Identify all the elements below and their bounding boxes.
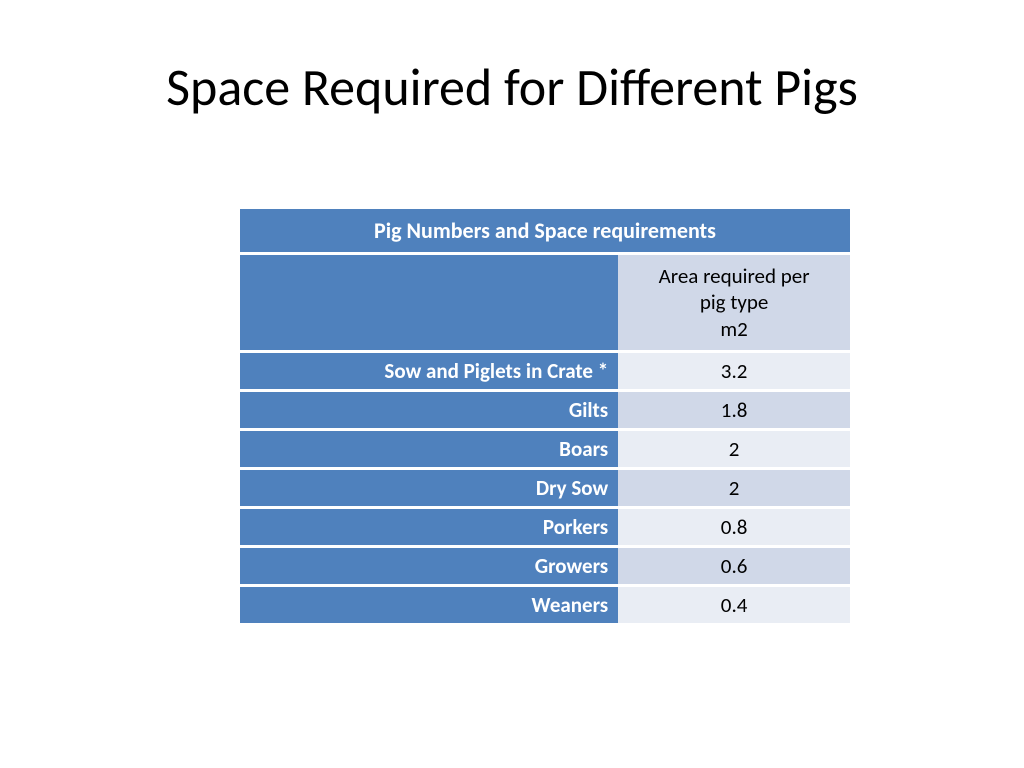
row-label: Gilts	[240, 392, 618, 431]
table-container: Pig Numbers and Space requirements Area …	[240, 209, 850, 623]
pig-space-table: Pig Numbers and Space requirements Area …	[240, 209, 850, 623]
row-label: Dry Sow	[240, 470, 618, 509]
row-label: Sow and Piglets in Crate *	[240, 353, 618, 392]
row-value: 2	[618, 470, 850, 509]
table-row: Weaners 0.4	[240, 587, 850, 623]
table-row: Sow and Piglets in Crate * 3.2	[240, 353, 850, 392]
table-row: Porkers 0.8	[240, 509, 850, 548]
row-value: 0.4	[618, 587, 850, 623]
subheader-line1: Area required per	[659, 263, 810, 289]
row-label: Boars	[240, 431, 618, 470]
row-label: Weaners	[240, 587, 618, 623]
slide: Space Required for Different Pigs Pig Nu…	[0, 0, 1024, 768]
subheader-line3: m2	[720, 316, 747, 342]
table-row: Growers 0.6	[240, 548, 850, 587]
table-row: Dry Sow 2	[240, 470, 850, 509]
row-label: Porkers	[240, 509, 618, 548]
subheader-area: Area required per pig type m2	[618, 255, 850, 353]
subheader-blank	[240, 255, 618, 353]
table-subheader-row: Area required per pig type m2	[240, 255, 850, 353]
row-value: 2	[618, 431, 850, 470]
row-value: 1.8	[618, 392, 850, 431]
subheader-line2: pig type	[700, 289, 769, 315]
row-value: 3.2	[618, 353, 850, 392]
row-value: 0.6	[618, 548, 850, 587]
table-row: Boars 2	[240, 431, 850, 470]
table-row: Gilts 1.8	[240, 392, 850, 431]
table-header: Pig Numbers and Space requirements	[240, 209, 850, 255]
row-value: 0.8	[618, 509, 850, 548]
row-label: Growers	[240, 548, 618, 587]
table-header-row: Pig Numbers and Space requirements	[240, 209, 850, 255]
page-title: Space Required for Different Pigs	[0, 55, 1024, 119]
